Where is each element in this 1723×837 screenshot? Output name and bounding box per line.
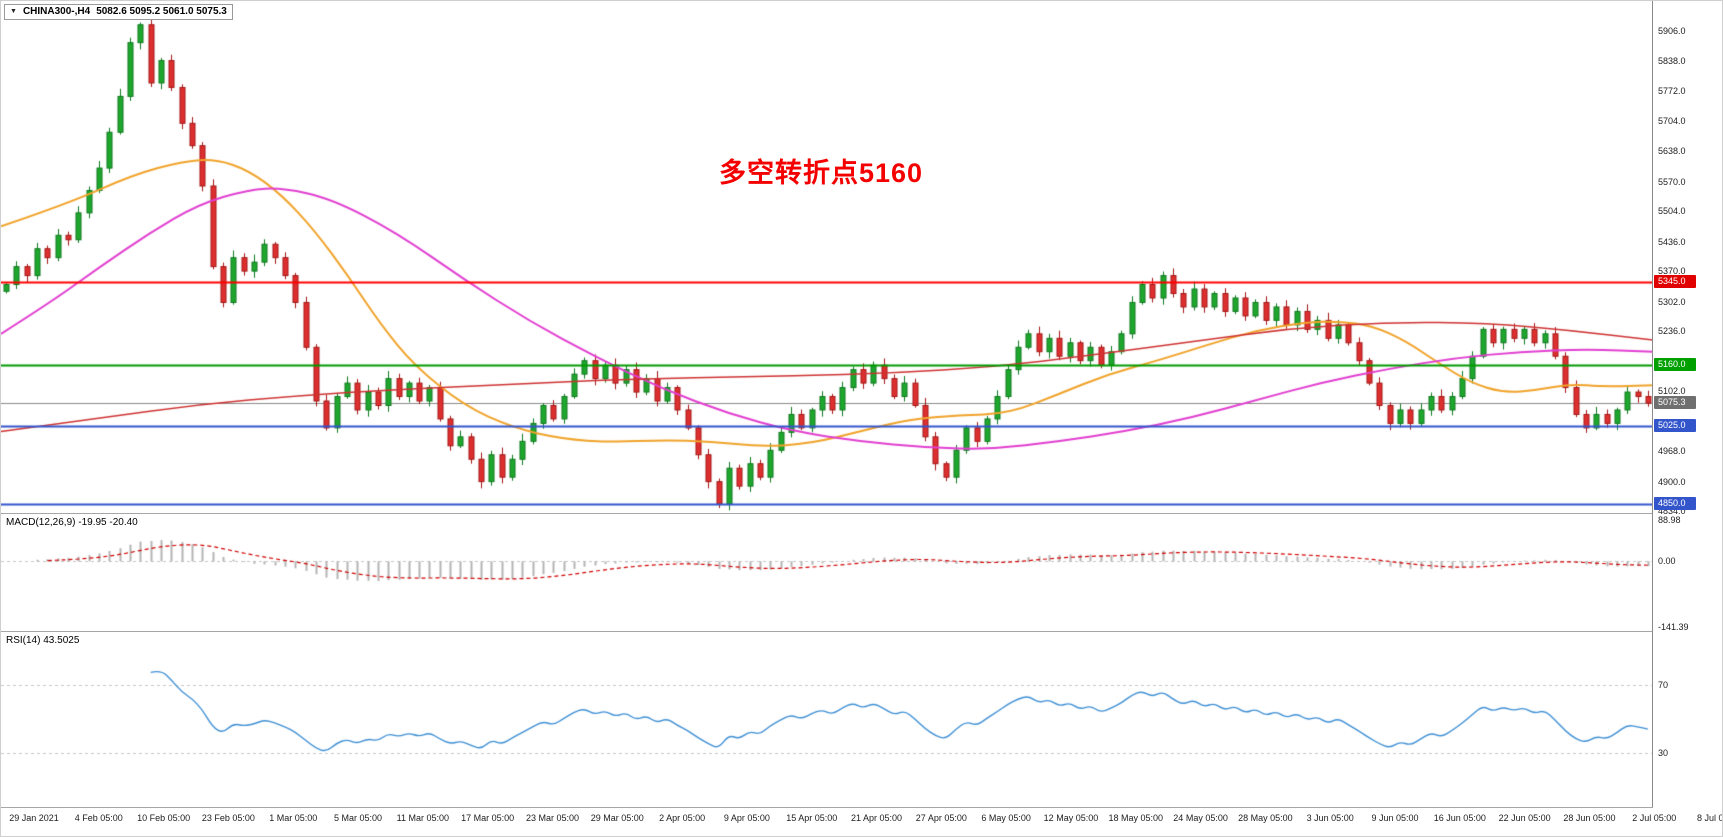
price-tick-label: 5638.0 — [1658, 146, 1686, 156]
macd-indicator-label: MACD(12,26,9) -19.95 -20.40 — [6, 517, 138, 528]
time-axis-label: 23 Mar 05:00 — [525, 813, 579, 823]
time-axis-label: 17 Mar 05:00 — [461, 813, 515, 823]
time-axis-label: 11 Mar 05:00 — [396, 813, 450, 823]
price-level-badge: 5345.0 — [1654, 275, 1696, 288]
time-axis-label: 6 May 05:00 — [981, 813, 1031, 823]
price-tick-label: 4968.0 — [1658, 446, 1686, 456]
macd-panel-separator[interactable] — [1, 513, 1722, 514]
symbol-info-box[interactable]: ▼ CHINA300-,H4 5082.6 5095.2 5061.0 5075… — [4, 4, 233, 20]
symbol-ohlc: 5082.6 5095.2 5061.0 5075.3 — [96, 6, 227, 17]
price-tick-label: 5236.0 — [1658, 326, 1686, 336]
time-axis-label: 24 May 05:00 — [1173, 813, 1228, 823]
time-axis-label: 23 Feb 05:00 — [201, 813, 255, 823]
macd-scale-label: 0.00 — [1658, 556, 1676, 566]
time-axis-label: 8 Jul 05:00 — [1697, 813, 1722, 823]
price-tick-label: 5504.0 — [1658, 206, 1686, 216]
time-axis-label: 22 Jun 05:00 — [1498, 813, 1551, 823]
rsi-indicator-label: RSI(14) 43.5025 — [6, 635, 80, 646]
triangle-down-icon[interactable]: ▼ — [10, 8, 17, 15]
time-axis[interactable]: 29 Jan 2021 4 Feb 05:00 10 Feb 05:00 23 Feb… — [1, 811, 1722, 835]
price-level-badge: 4850.0 — [1654, 497, 1696, 510]
price-tick-label: 5302.0 — [1658, 297, 1686, 307]
time-axis-separator — [1, 807, 1722, 808]
time-axis-label: 3 Jun 05:00 — [1306, 813, 1354, 823]
time-axis-label: 21 Apr 05:00 — [850, 813, 903, 823]
time-axis-label: 28 May 05:00 — [1238, 813, 1293, 823]
time-axis-label: 28 Jun 05:00 — [1563, 813, 1616, 823]
symbol-name: CHINA300-,H4 — [22, 6, 91, 17]
time-axis-label: 9 Apr 05:00 — [723, 813, 770, 823]
time-axis-label: 15 Apr 05:00 — [786, 813, 838, 823]
price-level-badge: 5160.0 — [1654, 358, 1696, 371]
time-axis-label: 9 Jun 05:00 — [1371, 813, 1419, 823]
time-axis-label: 12 May 05:00 — [1043, 813, 1099, 823]
price-tick-label: 5906.0 — [1658, 26, 1686, 36]
macd-scale-label: -141.39 — [1658, 622, 1689, 632]
price-level-badge: 5025.0 — [1654, 419, 1696, 432]
price-tick-label: 4834.0 — [1658, 506, 1686, 516]
rsi-scale-label: 30 — [1658, 748, 1669, 758]
chart-canvas[interactable] — [1, 1, 1653, 807]
price-tick-label: 5570.0 — [1658, 177, 1686, 187]
time-axis-label: 1 Mar 05:00 — [269, 813, 318, 823]
price-tick-label: 5102.0 — [1658, 386, 1686, 396]
time-axis-label: 2 Apr 05:00 — [659, 813, 706, 823]
time-axis-label: 10 Feb 05:00 — [137, 813, 191, 823]
price-tick-label: 5838.0 — [1658, 56, 1686, 66]
price-scale-separator[interactable] — [1652, 1, 1653, 807]
price-tick-label: 5704.0 — [1658, 116, 1686, 126]
time-axis-label: 29 Jan 2021 — [9, 813, 59, 823]
trend-annotation: 多空转折点5160 — [719, 158, 924, 188]
price-level-badge: 5075.3 — [1654, 396, 1696, 409]
price-tick-label: 5370.0 — [1658, 266, 1686, 276]
time-axis-label: 29 Mar 05:00 — [590, 813, 644, 823]
time-axis-label: 18 May 05:00 — [1108, 813, 1164, 823]
price-tick-label: 5772.0 — [1658, 86, 1686, 96]
price-tick-label: 4900.0 — [1658, 477, 1686, 487]
price-tick-label: 5436.0 — [1658, 237, 1686, 247]
time-axis-label: 5 Mar 05:00 — [334, 813, 383, 823]
rsi-scale-label: 70 — [1658, 680, 1669, 690]
time-axis-label: 2 Jul 05:00 — [1632, 813, 1677, 823]
macd-scale-label: 88.98 — [1658, 515, 1681, 525]
rsi-panel-separator[interactable] — [1, 631, 1722, 632]
time-axis-label: 4 Feb 05:00 — [74, 813, 123, 823]
price-scale[interactable]: 5906.0 5838.0 5772.0 5704.0 5638.0 5570.0 5504… — [1653, 1, 1722, 836]
time-axis-label: 27 Apr 05:00 — [915, 813, 967, 823]
time-axis-label: 16 Jun 05:00 — [1433, 813, 1486, 823]
